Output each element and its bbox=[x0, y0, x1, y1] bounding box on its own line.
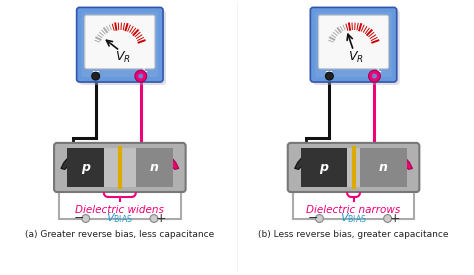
FancyBboxPatch shape bbox=[54, 143, 186, 192]
Text: p: p bbox=[319, 161, 328, 174]
Circle shape bbox=[372, 74, 377, 79]
Circle shape bbox=[383, 214, 392, 222]
Polygon shape bbox=[295, 156, 310, 169]
Text: +: + bbox=[374, 67, 382, 77]
Circle shape bbox=[82, 214, 90, 222]
Text: n: n bbox=[150, 161, 159, 174]
Text: −: − bbox=[307, 212, 318, 225]
Text: +: + bbox=[389, 212, 400, 225]
Text: −: − bbox=[325, 67, 333, 77]
Text: $V_R$: $V_R$ bbox=[348, 50, 364, 65]
Text: Dielectric narrows: Dielectric narrows bbox=[306, 205, 401, 215]
Circle shape bbox=[150, 214, 158, 222]
Text: n: n bbox=[379, 161, 388, 174]
Text: p: p bbox=[81, 161, 90, 174]
FancyBboxPatch shape bbox=[80, 10, 166, 85]
Circle shape bbox=[326, 72, 333, 80]
Text: −: − bbox=[73, 212, 84, 225]
Text: Dielectric widens: Dielectric widens bbox=[75, 205, 164, 215]
FancyBboxPatch shape bbox=[310, 7, 397, 82]
Text: −: − bbox=[91, 67, 100, 77]
FancyBboxPatch shape bbox=[85, 15, 155, 69]
FancyBboxPatch shape bbox=[319, 15, 389, 69]
Text: (a) Greater reverse bias, less capacitance: (a) Greater reverse bias, less capacitan… bbox=[25, 230, 214, 239]
Bar bbox=[360, 148, 407, 187]
FancyBboxPatch shape bbox=[313, 10, 400, 85]
FancyBboxPatch shape bbox=[82, 12, 158, 77]
Text: $V_{\rm BIAS}$: $V_{\rm BIAS}$ bbox=[340, 211, 367, 225]
Bar bbox=[67, 148, 104, 187]
Bar bbox=[136, 148, 173, 187]
Circle shape bbox=[316, 214, 323, 222]
Circle shape bbox=[135, 70, 146, 82]
FancyBboxPatch shape bbox=[288, 143, 419, 192]
Circle shape bbox=[138, 74, 143, 79]
Text: (b) Less reverse bias, greater capacitance: (b) Less reverse bias, greater capacitan… bbox=[258, 230, 449, 239]
Circle shape bbox=[369, 70, 380, 82]
Polygon shape bbox=[397, 156, 412, 169]
Text: +: + bbox=[155, 212, 166, 225]
Text: +: + bbox=[140, 67, 148, 77]
Text: $V_R$: $V_R$ bbox=[115, 50, 130, 65]
Text: $V_{\rm BIAS}$: $V_{\rm BIAS}$ bbox=[106, 211, 133, 225]
Polygon shape bbox=[61, 156, 77, 169]
FancyBboxPatch shape bbox=[315, 12, 392, 77]
Bar bbox=[301, 148, 347, 187]
FancyBboxPatch shape bbox=[77, 7, 163, 82]
Circle shape bbox=[92, 72, 100, 80]
Bar bbox=[104, 148, 136, 187]
Bar bbox=[347, 148, 360, 187]
Polygon shape bbox=[163, 156, 179, 169]
